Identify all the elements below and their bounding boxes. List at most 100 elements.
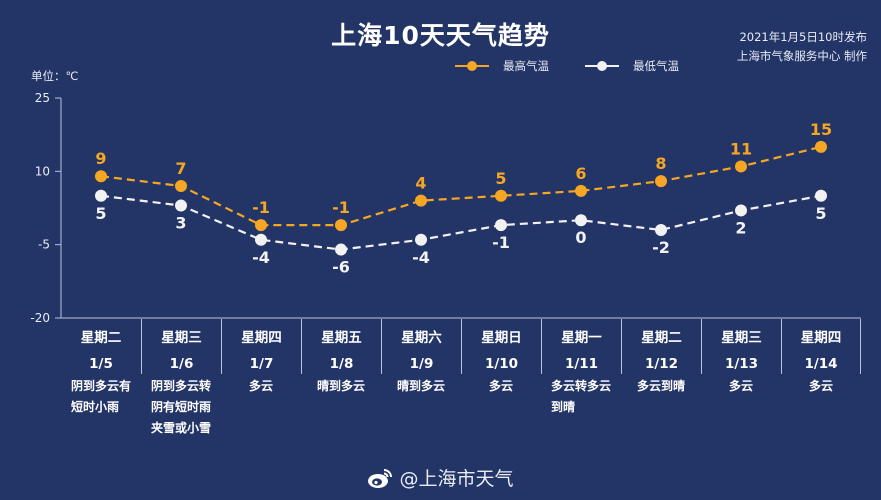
high-temp-label: 15 [810,120,832,139]
high-temp-point[interactable] [495,189,507,202]
date-label: 1/14 [804,356,838,372]
high-temp-point[interactable] [255,219,267,232]
high-temp-point[interactable] [95,170,107,183]
low-temp-label: -4 [252,248,270,267]
low-temp-label: 5 [815,204,826,223]
day-header: 星期六 1/9 [381,319,461,374]
low-temp-point[interactable] [415,233,427,246]
unit-label: 单位：℃ [31,69,79,83]
weather-line: 多云 [248,379,273,393]
weather-line: 晴到多云 [316,379,365,393]
low-temp-point[interactable] [335,243,347,256]
day-header: 星期一 1/11 [541,319,621,374]
date-label: 1/6 [169,356,194,372]
weather-description: 多云 [729,374,753,397]
day-column: 星期一 1/11 多云转多云到晴 [541,319,621,439]
weather-description: 阴到多云转 阴有短时雨 夹雪或小雪 [151,374,211,439]
weather-line: 晴到多云 [396,379,445,393]
y-tick-label: 25 [35,91,50,105]
low-temp-point[interactable] [95,189,107,202]
footer: @上海市天气 [0,464,881,491]
weather-line: 多云转多云 [550,379,611,393]
high-temp-label: 7 [175,159,186,178]
low-temp-label: -6 [332,258,350,277]
high-temp-label: 5 [495,169,506,188]
series-lines [100,145,822,251]
weibo-account[interactable]: @上海市天气 [399,468,514,490]
high-temp-point[interactable] [335,219,347,232]
low-temp-point[interactable] [655,224,667,236]
high-temp-label: 6 [575,164,586,183]
low-temp-label: -4 [412,248,430,267]
y-tick-label: 10 [35,164,50,178]
y-tick-label: -20 [30,311,50,325]
weather-line: 到晴 [550,400,575,414]
weather-line: 多云到晴 [636,379,685,393]
high-temp-point[interactable] [815,140,827,153]
low-temp-point[interactable] [175,199,187,212]
low-temp-label: -1 [492,233,510,252]
date-label: 1/8 [329,356,354,372]
low-temp-label: 2 [735,218,746,237]
date-label: 1/9 [409,356,434,372]
day-column: 星期四 1/14 多云 [781,319,861,439]
weekday-label: 星期三 [161,330,202,346]
day-header: 星期三 1/6 [141,319,221,374]
weather-line: 短时小雨 [70,400,119,414]
legend-item-high[interactable]: 最高气温 [455,58,549,74]
legend-item-low[interactable]: 最低气温 [585,58,679,74]
day-column: 星期六 1/9 晴到多云 [381,319,461,439]
high-temp-point[interactable] [575,184,587,197]
day-column: 星期五 1/8 晴到多云 [301,319,381,439]
high-temp-label: -1 [332,198,350,217]
high-series-marker-icon [455,61,489,71]
weekday-label: 星期二 [80,330,122,346]
day-header: 星期日 1/10 [461,319,541,374]
low-temp-point[interactable] [575,214,587,227]
high-temp-point[interactable] [655,175,667,188]
high-temp-point[interactable] [735,160,747,173]
day-column: 星期二 1/12 多云到晴 [621,319,701,439]
low-temp-point[interactable] [495,219,507,232]
weather-line: 阴到多云有 [70,379,131,393]
weekday-label: 星期一 [561,330,602,346]
legend-label-low: 最低气温 [633,59,679,73]
date-label: 1/5 [89,356,113,372]
weibo-icon [368,468,393,488]
weekday-label: 星期二 [641,330,682,346]
y-tick-label: -5 [38,238,50,252]
day-column: 星期日 1/10 多云 [461,319,541,439]
high-temp-line [100,145,822,227]
weather-description: 晴到多云 [397,374,445,397]
low-series-marker-icon [585,61,619,71]
high-temp-label: 11 [730,139,752,158]
day-header: 星期五 1/8 [301,319,381,374]
legend-label-high: 最高气温 [503,59,549,73]
high-temp-label: 9 [95,149,106,168]
weather-description: 多云 [249,374,273,397]
publish-time: 2021年1月5日10时发布 [739,30,867,44]
weather-line: 多云 [808,379,833,393]
day-column: 星期四 1/7 多云 [221,319,301,439]
weekday-label: 星期五 [321,330,362,346]
date-label: 1/7 [249,356,274,372]
low-temp-point[interactable] [735,204,747,217]
weather-description: 多云 [489,374,513,397]
low-temp-label: -2 [652,238,670,257]
date-label: 1/11 [564,356,599,372]
weekday-label: 星期四 [241,330,282,346]
low-temp-line [100,194,822,251]
date-label: 1/10 [484,356,519,372]
weekday-label: 星期六 [401,330,442,346]
high-temp-point[interactable] [175,180,187,192]
day-column: 星期三 1/6 阴到多云转 阴有短时雨 夹雪或小雪 [141,319,221,439]
day-columns: 星期二 1/5 阴到多云有短时小雨 星期三 1/6 阴到多云转 阴有短时雨 夹雪或小雪 星期四 1… [61,319,861,439]
high-temp-label: 4 [415,174,426,193]
low-temp-point[interactable] [255,233,267,246]
low-temp-point[interactable] [815,189,827,202]
high-temp-point[interactable] [415,194,427,207]
weather-description: 多云到晴 [637,374,685,397]
day-column: 星期三 1/13 多云 [701,319,781,439]
